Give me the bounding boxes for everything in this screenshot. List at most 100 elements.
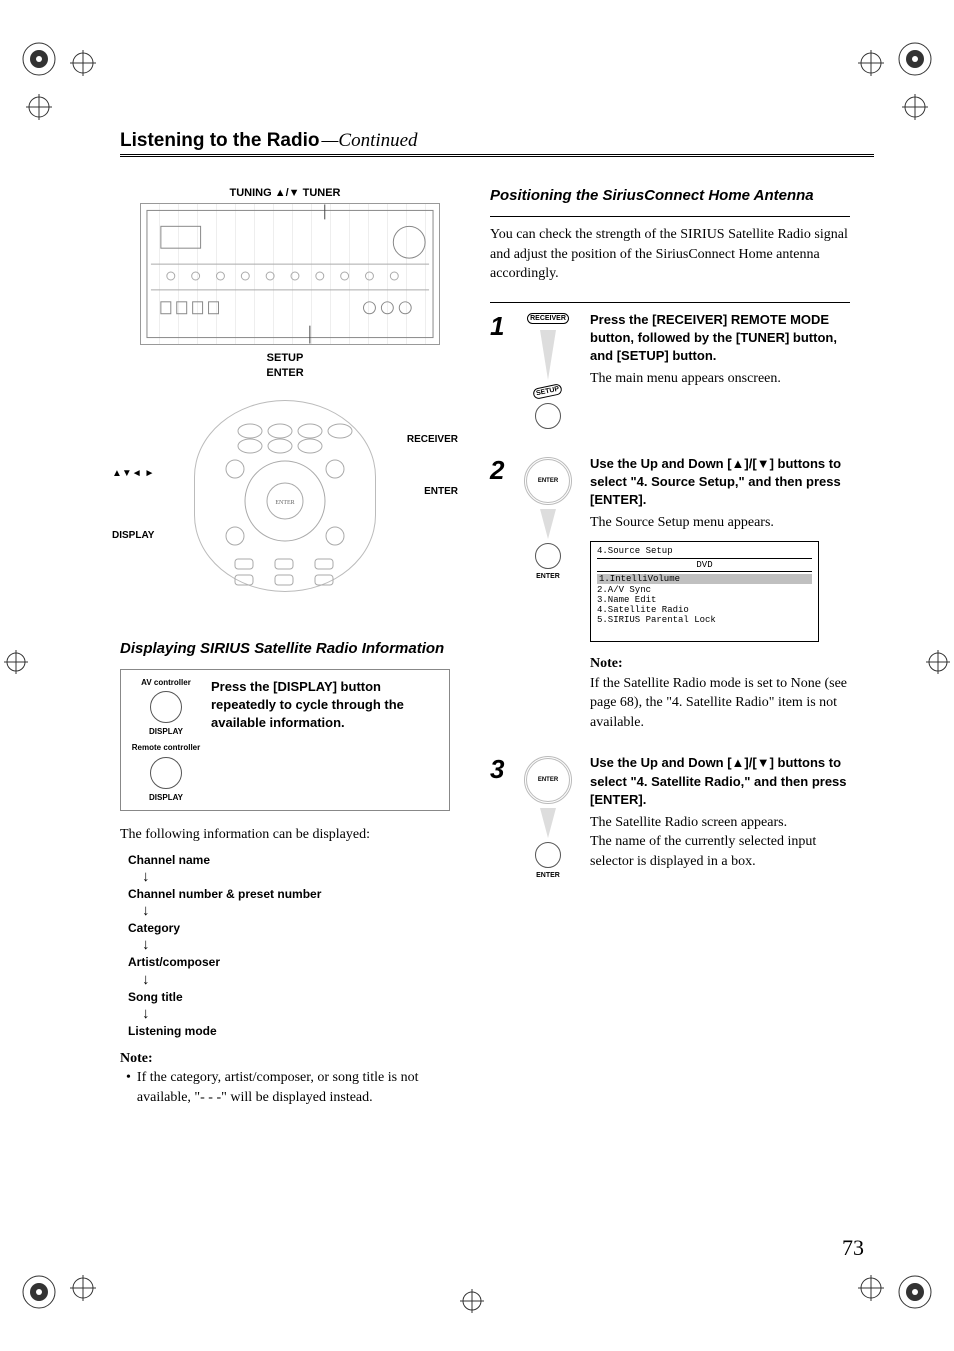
osd-sub: DVD bbox=[597, 558, 812, 572]
arrow-down-icon: ↓ bbox=[142, 870, 450, 885]
step-body: The Source Setup menu appears. bbox=[590, 513, 850, 533]
step-bold: Press the [RECEIVER] REMOTE MODE button,… bbox=[590, 311, 850, 366]
step-text: Press the [RECEIVER] REMOTE MODE button,… bbox=[590, 311, 850, 433]
svg-text:ENTER: ENTER bbox=[275, 500, 294, 506]
setup-button-icon: SETUP bbox=[533, 383, 564, 400]
step-art: RECEIVER SETUP bbox=[520, 311, 576, 433]
osd-row: 5.SIRIUS Parental Lock bbox=[597, 615, 812, 625]
divider bbox=[490, 216, 850, 217]
note-heading: Note: bbox=[120, 1049, 450, 1069]
reg-mark-icon bbox=[460, 1289, 484, 1313]
note-text: If the category, artist/composer, or son… bbox=[137, 1068, 450, 1107]
hand-icon bbox=[535, 403, 561, 429]
two-column-layout: TUNING ▲/▼ TUNER bbox=[120, 187, 874, 1108]
osd-menu: 4.Source Setup DVD 1.IntelliVolume 2.A/V… bbox=[590, 541, 819, 642]
enter-wheel-icon: ENTER bbox=[524, 756, 572, 804]
page-title-continued: —Continued bbox=[320, 130, 418, 151]
divider bbox=[490, 302, 850, 303]
enter-label: ENTER bbox=[520, 573, 576, 580]
step-art: ENTER ENTER bbox=[520, 754, 576, 879]
intro-text: You can check the strength of the SIRIUS… bbox=[490, 225, 850, 284]
step-art: ENTER ENTER bbox=[520, 455, 576, 733]
step-1: 1 RECEIVER SETUP Press the [RECEIVER] RE… bbox=[490, 311, 850, 433]
front-panel-diagram bbox=[140, 203, 440, 345]
arrow-down-icon: ↓ bbox=[142, 1007, 450, 1022]
hand-icon bbox=[150, 757, 182, 789]
label-av-controller: AV controller bbox=[131, 678, 201, 688]
right-column: Positioning the SiriusConnect Home Anten… bbox=[490, 187, 850, 1108]
section-displaying-sirius: Displaying SIRIUS Satellite Radio Inform… bbox=[120, 640, 450, 657]
step-3: 3 ENTER ENTER Use the Up and Down [▲]/[▼… bbox=[490, 754, 850, 879]
arrow-down-icon bbox=[540, 330, 556, 380]
arrow-down-icon: ↓ bbox=[142, 904, 450, 919]
front-panel-icon bbox=[141, 204, 439, 344]
flow-item: Channel number & preset number bbox=[128, 885, 450, 904]
label-setup-enter: SETUP ENTER bbox=[120, 351, 450, 382]
label-display-b: DISPLAY bbox=[131, 793, 201, 803]
display-step: AV controller DISPLAY Remote controller … bbox=[120, 669, 450, 811]
label-receiver: RECEIVER bbox=[407, 434, 458, 445]
left-column: TUNING ▲/▼ TUNER bbox=[120, 187, 450, 1108]
manual-page: Listening to the Radio—Continued TUNING … bbox=[0, 0, 954, 1351]
label-display-a: DISPLAY bbox=[131, 727, 201, 737]
note-body: If the Satellite Radio mode is set to No… bbox=[590, 674, 850, 733]
osd-row: 4.Satellite Radio bbox=[597, 605, 812, 615]
osd-row-selected: 1.IntelliVolume bbox=[597, 574, 812, 584]
label-enter: ENTER bbox=[424, 486, 458, 497]
step-number: 3 bbox=[490, 754, 506, 879]
step-icons: AV controller DISPLAY Remote controller … bbox=[131, 678, 201, 802]
display-flow: Channel name ↓ Channel number & preset n… bbox=[128, 851, 450, 1041]
reg-mark-icon bbox=[902, 94, 928, 120]
hand-icon bbox=[535, 842, 561, 868]
reg-mark-icon bbox=[858, 1275, 884, 1301]
page-title-row: Listening to the Radio—Continued bbox=[120, 130, 874, 157]
arrow-down-icon: ↓ bbox=[142, 973, 450, 988]
remote-diagram: ENTER bbox=[194, 400, 376, 592]
reg-mark-icon bbox=[70, 1275, 96, 1301]
receiver-button-icon: RECEIVER bbox=[527, 313, 569, 324]
step-number: 1 bbox=[490, 311, 506, 433]
flow-item: Listening mode bbox=[128, 1022, 450, 1041]
step-2: 2 ENTER ENTER Use the Up and Down [▲]/[▼… bbox=[490, 455, 850, 733]
reg-mark-icon bbox=[858, 50, 884, 76]
hand-icon bbox=[150, 691, 182, 723]
reg-mark-icon bbox=[894, 1271, 936, 1313]
remote-icon: ENTER bbox=[195, 401, 375, 591]
label-arrows: ▲▼◄ ► bbox=[112, 468, 154, 479]
step-body: The main menu appears onscreen. bbox=[590, 369, 850, 389]
page-number: 73 bbox=[842, 1235, 864, 1261]
step-bold: Use the Up and Down [▲]/[▼] buttons to s… bbox=[590, 455, 850, 510]
reg-mark-icon bbox=[926, 650, 950, 674]
page-title: Listening to the Radio bbox=[120, 130, 320, 151]
reg-mark-icon bbox=[18, 1271, 60, 1313]
note-bullet: • If the category, artist/composer, or s… bbox=[126, 1068, 450, 1107]
arrow-down-icon: ↓ bbox=[142, 938, 450, 953]
step-text: Use the Up and Down [▲]/[▼] buttons to s… bbox=[590, 754, 850, 879]
info-following: The following information can be display… bbox=[120, 825, 450, 845]
bullet-dot: • bbox=[126, 1068, 131, 1107]
step-body: The Satellite Radio screen appears. The … bbox=[590, 813, 850, 872]
reg-mark-icon bbox=[4, 650, 28, 674]
reg-mark-icon bbox=[70, 50, 96, 76]
display-step-text: Press the [DISPLAY] button repeatedly to… bbox=[211, 678, 439, 802]
section-positioning-antenna: Positioning the SiriusConnect Home Anten… bbox=[490, 187, 850, 204]
osd-title: 4.Source Setup bbox=[597, 546, 812, 556]
osd-row: 2.A/V Sync bbox=[597, 585, 812, 595]
reg-mark-icon bbox=[26, 94, 52, 120]
note-heading: Note: bbox=[590, 654, 850, 674]
arrow-down-icon bbox=[540, 509, 556, 539]
reg-mark-icon bbox=[894, 38, 936, 80]
flow-item: Category bbox=[128, 919, 450, 938]
osd-row: 3.Name Edit bbox=[597, 595, 812, 605]
hand-icon bbox=[535, 543, 561, 569]
reg-mark-icon bbox=[18, 38, 60, 80]
step-text: Use the Up and Down [▲]/[▼] buttons to s… bbox=[590, 455, 850, 733]
enter-wheel-icon: ENTER bbox=[524, 457, 572, 505]
flow-item: Artist/composer bbox=[128, 953, 450, 972]
label-display: DISPLAY bbox=[112, 530, 154, 541]
step-number: 2 bbox=[490, 455, 506, 733]
remote-diagram-container: ENTER RECEIVER ENTER ▲▼◄ ► DISPL bbox=[120, 400, 450, 610]
flow-item: Channel name bbox=[128, 851, 450, 870]
step-bold: Use the Up and Down [▲]/[▼] buttons to s… bbox=[590, 754, 850, 809]
label-tuning-tuner: TUNING ▲/▼ TUNER bbox=[120, 187, 450, 199]
